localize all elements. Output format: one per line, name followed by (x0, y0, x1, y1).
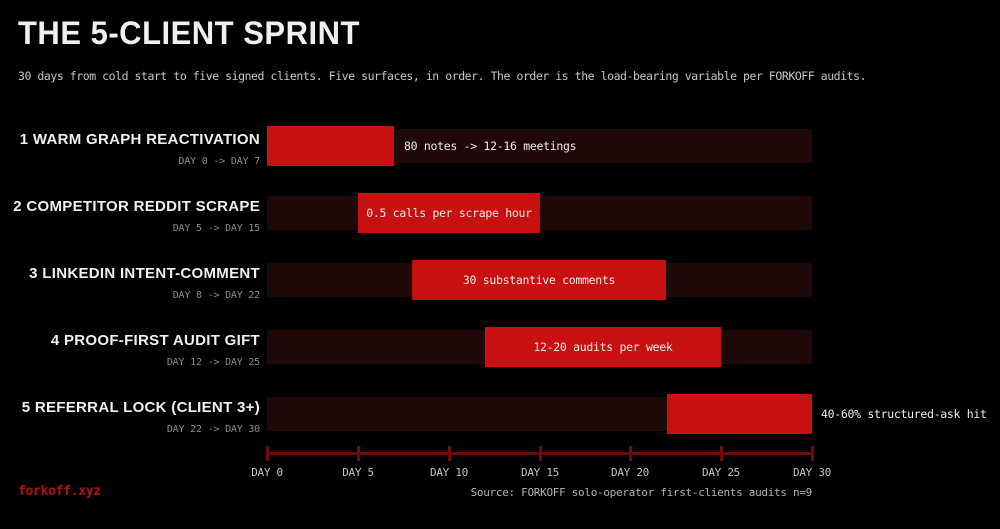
axis-tick (811, 446, 814, 461)
row-date-range: DAY 12 -> DAY 25 (166, 357, 260, 368)
axis-tick (266, 446, 269, 461)
row-bar: 30 substantive comments (412, 260, 666, 300)
row-date-range: DAY 0 -> DAY 7 (178, 156, 261, 167)
gantt-row: 3 LINKEDIN INTENT-COMMENT DAY 8 -> DAY 22… (0, 260, 1000, 301)
page-subtitle: 30 days from cold start to five signed c… (18, 69, 867, 83)
axis-tick (448, 446, 451, 461)
row-label-block: 2 COMPETITOR REDDIT SCRAPE DAY 5 -> DAY 1… (0, 198, 260, 234)
bar-annotation: 30 substantive comments (462, 273, 616, 287)
row-bar: 0.5 calls per scrape hour (358, 193, 540, 233)
source-note: Source: FORKOFF solo-operator first-clie… (470, 486, 813, 499)
axis-tick-label: DAY 20 (611, 466, 649, 479)
gantt-row: 5 REFERRAL LOCK (CLIENT 3+) DAY 22 -> DAY… (0, 394, 1000, 435)
bar-annotation: 12-20 audits per week (533, 340, 673, 354)
row-label: 3 LINKEDIN INTENT-COMMENT (29, 265, 260, 282)
gantt-row: 1 WARM GRAPH REACTIVATION DAY 0 -> DAY 7 8… (0, 126, 1000, 167)
row-date-range: DAY 5 -> DAY 15 (172, 223, 261, 234)
axis-tick-label: DAY 25 (702, 466, 740, 479)
row-label: 2 COMPETITOR REDDIT SCRAPE (13, 198, 260, 215)
brand-watermark: forkoff.xyz (18, 484, 101, 499)
axis-tick-label: DAY 0 (251, 466, 283, 479)
axis-tick-label: DAY 5 (342, 466, 374, 479)
row-label: 5 REFERRAL LOCK (CLIENT 3+) (21, 399, 260, 416)
axis-tick-label: DAY 30 (793, 466, 831, 479)
row-label-block: 1 WARM GRAPH REACTIVATION DAY 0 -> DAY 7 (0, 131, 260, 167)
bar-annotation: 40-60% structured-ask hit (821, 407, 987, 421)
row-date-range: DAY 22 -> DAY 30 (166, 424, 260, 435)
row-bar (267, 126, 394, 166)
bar-annotation: 80 notes -> 12-16 meetings (404, 139, 577, 153)
axis-tick-label: DAY 15 (521, 466, 559, 479)
row-bar: 12-20 audits per week (485, 327, 721, 367)
bar-annotation: 0.5 calls per scrape hour (366, 206, 532, 220)
row-bar (667, 394, 812, 434)
row-label: 1 WARM GRAPH REACTIVATION (19, 131, 260, 148)
axis-tick-label: DAY 10 (430, 466, 468, 479)
axis-tick (720, 446, 723, 461)
row-label: 4 PROOF-FIRST AUDIT GIFT (50, 332, 260, 349)
row-label-block: 3 LINKEDIN INTENT-COMMENT DAY 8 -> DAY 22 (0, 265, 260, 301)
row-label-block: 5 REFERRAL LOCK (CLIENT 3+) DAY 22 -> DAY… (0, 399, 260, 435)
gantt-row: 2 COMPETITOR REDDIT SCRAPE DAY 5 -> DAY 1… (0, 193, 1000, 234)
axis-tick (539, 446, 542, 461)
axis-tick (357, 446, 360, 461)
row-label-block: 4 PROOF-FIRST AUDIT GIFT DAY 12 -> DAY 25 (0, 332, 260, 368)
gantt-row: 4 PROOF-FIRST AUDIT GIFT DAY 12 -> DAY 25… (0, 327, 1000, 368)
page-title: THE 5-CLIENT SPRINT (18, 14, 360, 52)
axis-tick (629, 446, 632, 461)
row-date-range: DAY 8 -> DAY 22 (172, 290, 261, 301)
